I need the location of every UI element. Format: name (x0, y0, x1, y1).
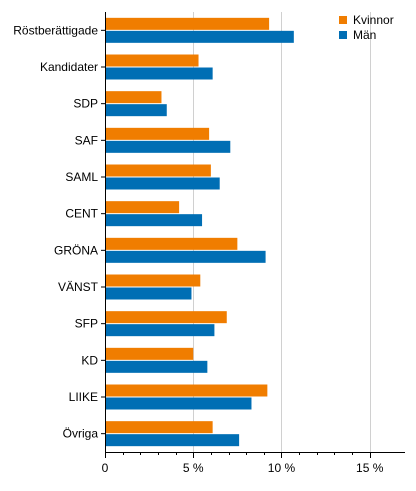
x-tick-label-2: 10 % (268, 461, 296, 475)
bar-man-5 (106, 214, 203, 227)
bar-kvinnor-0 (106, 17, 270, 30)
x-tick-label-3: 15 % (356, 461, 384, 475)
bar-kvinnor-1 (106, 54, 199, 67)
bar-man-6 (106, 250, 266, 263)
bar-kvinnor-4 (106, 164, 211, 177)
legend-swatch-kvinnor (339, 16, 347, 24)
bar-kvinnor-6 (106, 237, 238, 250)
bar-kvinnor-7 (106, 274, 201, 287)
bar-man-0 (106, 30, 294, 43)
bar-kvinnor-3 (106, 127, 210, 140)
category-label-1: Kandidater (40, 60, 98, 74)
category-labels: Röstberättigade Kandidater SDP SAF SAML CENT G… (13, 23, 105, 441)
category-label-5: CENT (65, 207, 98, 221)
bar-kvinnor-5 (106, 201, 180, 214)
bar-man-11 (106, 434, 240, 447)
category-label-10: LIIKE (69, 390, 98, 404)
x-tick-label-0: 0 (102, 461, 109, 475)
bar-man-10 (106, 397, 252, 410)
bars (106, 17, 294, 447)
bar-kvinnor-10 (106, 384, 268, 397)
bar-man-9 (106, 360, 208, 373)
x-tick-label-1: 5 % (183, 461, 204, 475)
bar-kvinnor-8 (106, 311, 227, 324)
category-label-3: SAF (75, 133, 98, 147)
bar-man-8 (106, 324, 215, 337)
bar-man-4 (106, 177, 220, 190)
bar-man-7 (106, 287, 192, 300)
bar-kvinnor-11 (106, 421, 213, 434)
category-label-9: KD (81, 353, 98, 367)
category-label-7: VÄNST (58, 280, 99, 294)
category-label-8: SFP (75, 317, 98, 331)
bar-man-3 (106, 140, 231, 153)
legend-swatch-man (339, 31, 347, 39)
category-label-11: Övriga (63, 427, 99, 441)
gridlines (193, 12, 371, 452)
bar-man-1 (106, 67, 213, 80)
bar-man-2 (106, 104, 167, 117)
legend: Kvinnor Män (339, 13, 394, 42)
category-label-4: SAML (65, 170, 98, 184)
category-label-2: SDP (73, 97, 98, 111)
legend-label-man: Män (353, 28, 376, 42)
category-label-0: Röstberättigade (13, 23, 98, 37)
category-label-6: GRÖNA (54, 243, 98, 257)
x-ticks: 0 5 % 10 % 15 % (102, 452, 384, 475)
bar-kvinnor-2 (106, 91, 162, 104)
bar-kvinnor-9 (106, 347, 194, 360)
legend-label-kvinnor: Kvinnor (353, 13, 394, 27)
